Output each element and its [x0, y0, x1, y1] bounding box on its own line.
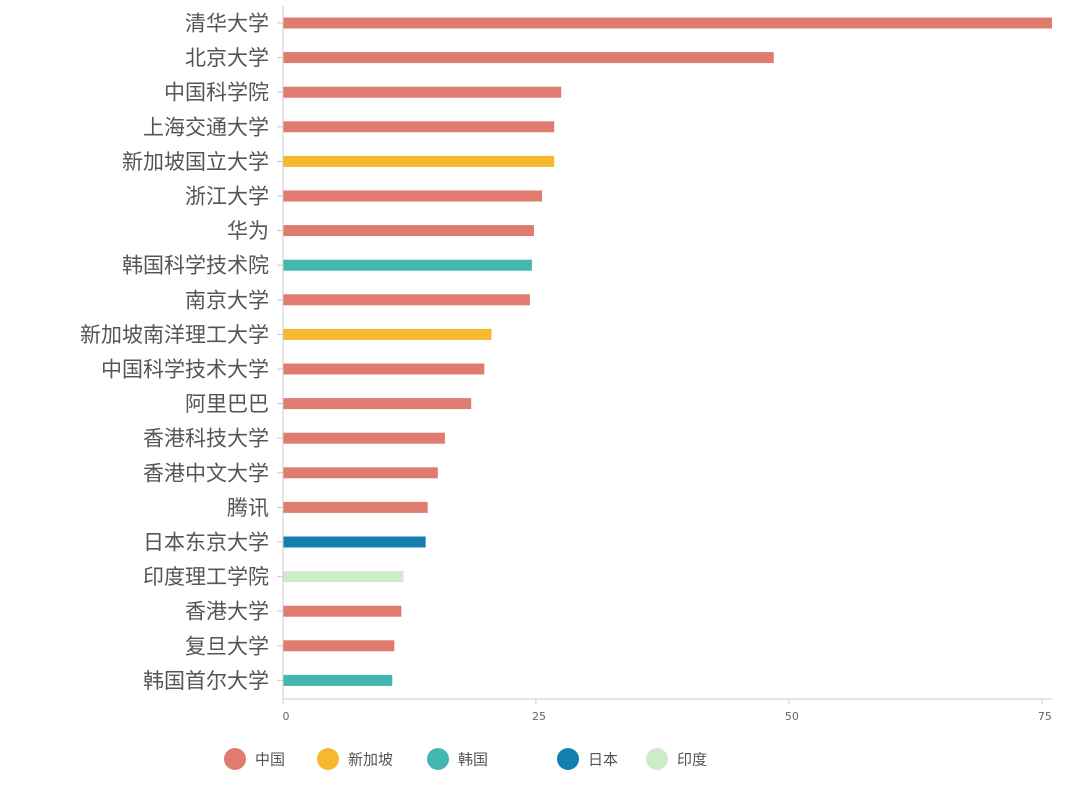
bar[interactable]: [283, 121, 555, 133]
legend-item[interactable]: 中国: [224, 748, 285, 770]
bar[interactable]: [283, 328, 492, 340]
x-tick-label: 25: [532, 710, 546, 723]
category-label: 韩国科学技术院: [122, 254, 269, 278]
bar[interactable]: [283, 501, 428, 513]
category-label: 中国科学院: [164, 81, 269, 105]
category-label: 上海交通大学: [143, 115, 269, 139]
bar[interactable]: [283, 259, 532, 271]
category-label: 腾讯: [227, 496, 269, 520]
legend-swatch: [557, 748, 579, 770]
legend-item[interactable]: 印度: [646, 748, 707, 770]
bar[interactable]: [283, 52, 774, 64]
bar[interactable]: [283, 467, 438, 479]
bar[interactable]: [283, 674, 393, 686]
bars-layer: [283, 17, 1052, 686]
bar[interactable]: [283, 571, 404, 583]
category-label: 香港科技大学: [143, 427, 269, 451]
legend-label: 印度: [677, 751, 707, 769]
bar[interactable]: [283, 536, 426, 548]
bar[interactable]: [283, 640, 395, 652]
category-label: 韩国首尔大学: [143, 669, 269, 693]
legend-swatch: [646, 748, 668, 770]
x-tick-label: 75: [1038, 710, 1052, 723]
legend-swatch: [317, 748, 339, 770]
x-tick-label: 50: [785, 710, 799, 723]
bar[interactable]: [283, 155, 555, 167]
category-label: 清华大学: [185, 12, 269, 36]
category-label: 香港中文大学: [143, 461, 269, 485]
legend-item[interactable]: 韩国: [427, 748, 488, 770]
legend-label: 日本: [588, 751, 618, 769]
legend-item[interactable]: 新加坡: [317, 748, 393, 770]
legend-item[interactable]: 日本: [557, 748, 618, 770]
category-label: 复旦大学: [185, 634, 269, 658]
bar[interactable]: [283, 225, 534, 237]
category-label: 阿里巴巴: [185, 392, 269, 416]
bar[interactable]: [283, 398, 472, 410]
category-label: 华为: [227, 219, 269, 243]
category-label: 北京大学: [185, 46, 269, 70]
bar[interactable]: [283, 294, 530, 306]
legend-swatch: [427, 748, 449, 770]
legend-label: 韩国: [458, 751, 488, 769]
bar[interactable]: [283, 605, 402, 617]
bar[interactable]: [283, 17, 1052, 29]
category-label: 南京大学: [185, 288, 269, 312]
bar[interactable]: [283, 432, 445, 444]
category-label: 印度理工学院: [143, 565, 269, 589]
bar[interactable]: [283, 363, 485, 375]
legend-label: 中国: [255, 751, 285, 769]
category-label: 新加坡国立大学: [122, 150, 269, 174]
axis-layer: 0 25 50 75 清华大学北京大学中国科学院上海交通大学新加坡国立大学浙江大学华为韩…: [80, 6, 1052, 723]
bar[interactable]: [283, 86, 562, 98]
x-tick-label: 0: [283, 710, 290, 723]
category-label: 新加坡南洋理工大学: [80, 323, 269, 347]
legend-swatch: [224, 748, 246, 770]
category-label: 香港大学: [185, 600, 269, 624]
legend: 中国 新加坡 韩国 日本 印度: [224, 748, 707, 770]
legend-label: 新加坡: [348, 751, 393, 769]
category-label: 日本东京大学: [143, 531, 269, 555]
category-label: 浙江大学: [185, 185, 269, 209]
category-label: 中国科学技术大学: [101, 358, 269, 382]
bar[interactable]: [283, 190, 543, 202]
